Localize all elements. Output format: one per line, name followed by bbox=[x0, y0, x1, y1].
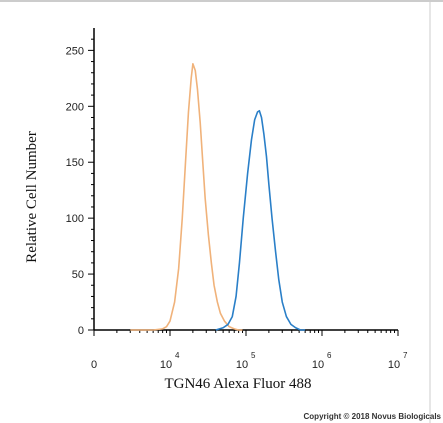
x-tick-label: 107 bbox=[388, 351, 408, 371]
y-tick-label: 250 bbox=[66, 45, 84, 57]
y-tick-label: 200 bbox=[66, 101, 84, 113]
x-tick-base: 0 bbox=[91, 359, 97, 371]
x-tick-base: 10 bbox=[236, 359, 248, 371]
y-tick-label: 150 bbox=[66, 157, 84, 169]
x-tick-exponent: 4 bbox=[175, 351, 180, 360]
x-tick-exponent: 6 bbox=[327, 351, 332, 360]
x-tick-base: 10 bbox=[160, 359, 172, 371]
x-tick-label: 105 bbox=[236, 351, 256, 371]
x-tick-exponent: 5 bbox=[251, 351, 256, 360]
copyright-notice: Copyright © 2018 Novus Biologicals bbox=[304, 412, 442, 421]
histogram-series-2 bbox=[215, 109, 306, 331]
x-tick-label: 106 bbox=[312, 351, 332, 371]
x-axis-label: TGN46 Alexa Fluor 488 bbox=[164, 376, 311, 392]
y-tick-label: 50 bbox=[72, 269, 84, 281]
x-tick-exponent: 7 bbox=[403, 351, 408, 360]
y-axis: 0 50 100 150 200 250 bbox=[66, 28, 95, 337]
x-tick-base: 10 bbox=[312, 359, 324, 371]
x-tick-label: 0 bbox=[91, 359, 97, 371]
x-tick-base: 10 bbox=[388, 359, 400, 371]
x-tick-label: 104 bbox=[160, 351, 180, 371]
series-layer bbox=[130, 62, 306, 331]
y-axis-label: Relative Cell Number bbox=[24, 131, 40, 263]
y-tick-label: 100 bbox=[66, 213, 84, 225]
y-tick-label: 0 bbox=[78, 325, 84, 337]
histogram-series-1 bbox=[130, 62, 243, 331]
